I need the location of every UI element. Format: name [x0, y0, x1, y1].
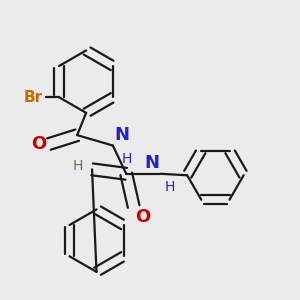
Text: N: N [144, 154, 159, 172]
Text: H: H [165, 180, 175, 194]
Text: N: N [114, 126, 129, 144]
Text: H: H [73, 159, 83, 173]
Text: Br: Br [24, 90, 43, 105]
Text: H: H [121, 152, 131, 166]
Text: O: O [31, 135, 46, 153]
Text: O: O [135, 208, 150, 226]
